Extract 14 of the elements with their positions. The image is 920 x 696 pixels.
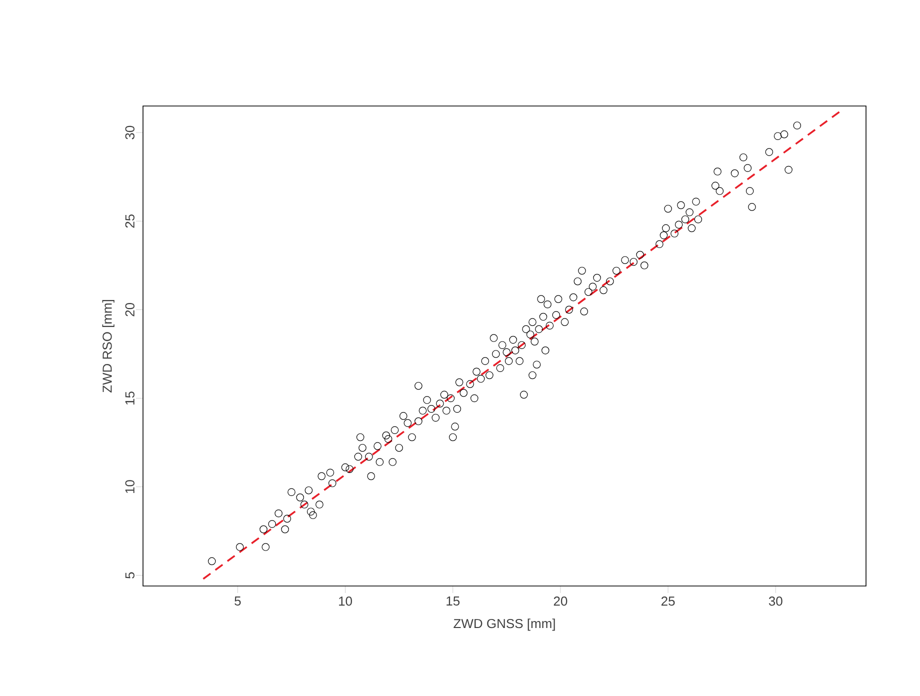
x-tick-label: 15	[446, 596, 460, 606]
x-tick-label: 5	[234, 596, 241, 606]
x-tick-label: 25	[661, 596, 675, 606]
y-tick-label: 20	[125, 302, 134, 316]
y-tick-label: 30	[125, 126, 134, 140]
y-tick-label: 25	[125, 214, 134, 228]
y-tick-label: 10	[125, 480, 134, 494]
y-axis-title: ZWD RSO [mm]	[102, 300, 114, 393]
y-tick-label: 15	[125, 392, 134, 404]
x-tick-label: 30	[768, 596, 782, 606]
x-tick-label: 20	[554, 596, 568, 606]
y-tick-label: 5	[125, 572, 134, 578]
x-axis-title: ZWD GNSS [mm]	[454, 618, 555, 631]
x-tick-label: 10	[339, 596, 352, 606]
